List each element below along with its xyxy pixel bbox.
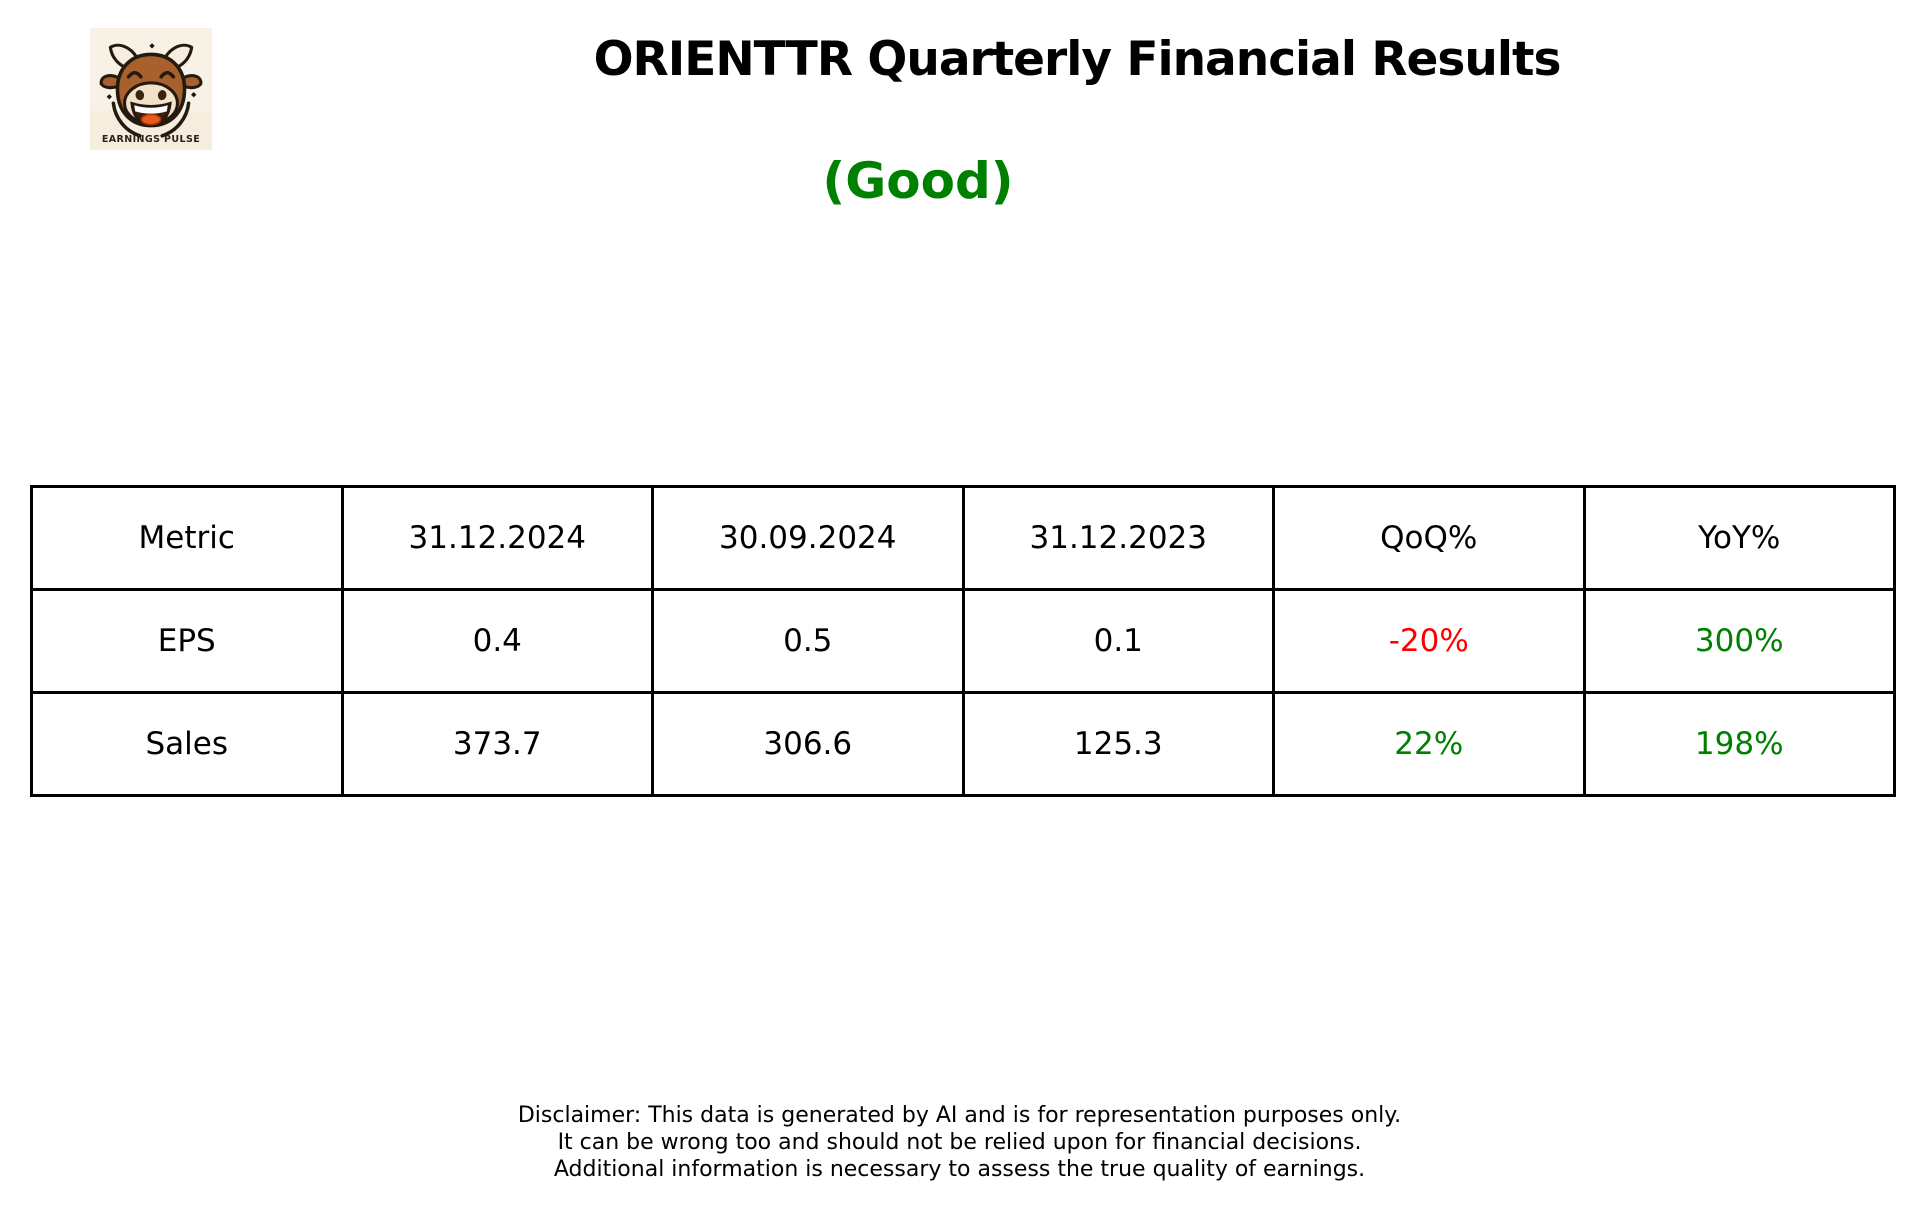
- verdict-text: (Good): [822, 152, 1014, 210]
- qoq-cell: 22%: [1272, 691, 1586, 797]
- value-cell: 306.6: [651, 691, 965, 797]
- disclaimer: Disclaimer: This data is generated by AI…: [0, 1102, 1919, 1183]
- disclaimer-line: Additional information is necessary to a…: [553, 1157, 1366, 1182]
- value-cell: 373.7: [340, 691, 654, 797]
- yoy-cell: 198%: [1582, 691, 1896, 797]
- column-header-qoq: QoQ%: [1272, 485, 1586, 591]
- column-header-period-3: 31.12.2023: [961, 485, 1275, 591]
- value-cell: 0.5: [651, 588, 965, 694]
- disclaimer-line: Disclaimer: This data is generated by AI…: [517, 1103, 1402, 1128]
- disclaimer-line: It can be wrong too and should not be re…: [557, 1130, 1362, 1155]
- column-header-yoy: YoY%: [1582, 485, 1896, 591]
- metric-cell: Sales: [30, 691, 344, 797]
- table-row-eps: EPS 0.4 0.5 0.1 -20% 300%: [30, 588, 1896, 694]
- value-cell: 0.1: [961, 588, 1275, 694]
- column-header-period-1: 31.12.2024: [340, 485, 654, 591]
- sparkle-icon: [149, 43, 155, 49]
- qoq-cell: -20%: [1272, 588, 1586, 694]
- metric-cell: EPS: [30, 588, 344, 694]
- column-header-period-2: 30.09.2024: [651, 485, 965, 591]
- column-header-metric: Metric: [30, 485, 344, 591]
- table-row-sales: Sales 373.7 306.6 125.3 22% 198%: [30, 691, 1896, 797]
- results-table: Metric 31.12.2024 30.09.2024 31.12.2023 …: [30, 485, 1896, 797]
- table-header-row: Metric 31.12.2024 30.09.2024 31.12.2023 …: [30, 485, 1896, 591]
- value-cell: 125.3: [961, 691, 1275, 797]
- value-cell: 0.4: [340, 588, 654, 694]
- logo-brand-text: EARNINGS PULSE: [101, 134, 201, 145]
- page-title: ORIENTTR Quarterly Financial Results: [593, 32, 1562, 87]
- yoy-cell: 300%: [1582, 588, 1896, 694]
- earnings-pulse-logo: EARNINGS PULSE: [90, 28, 212, 150]
- bull-logo-icon: [90, 28, 212, 150]
